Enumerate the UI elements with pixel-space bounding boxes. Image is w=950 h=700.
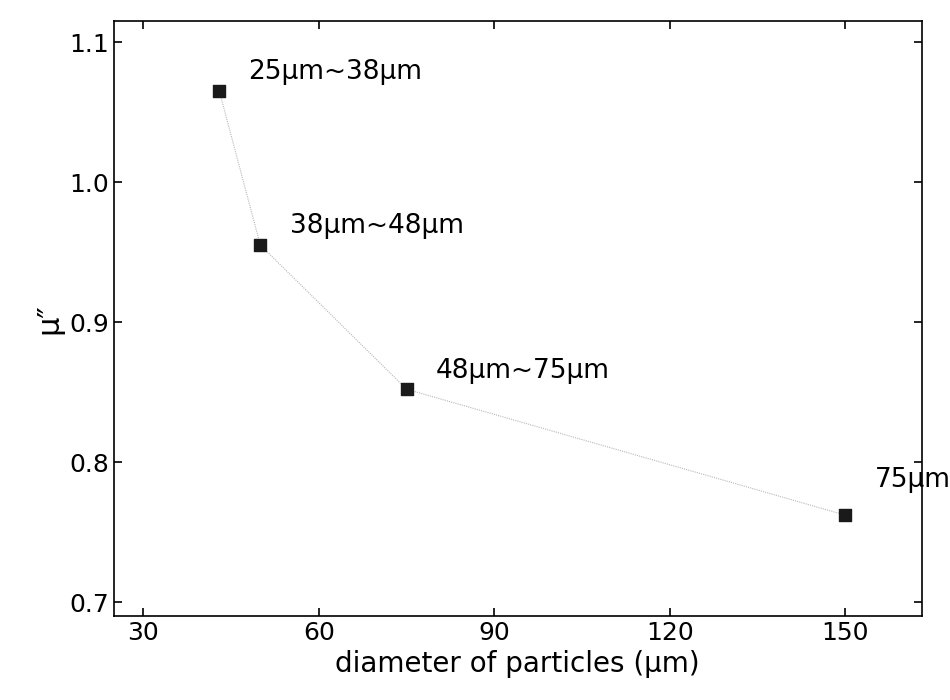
Text: 38μm~48μm: 38μm~48μm bbox=[290, 214, 464, 239]
Point bbox=[399, 384, 414, 395]
X-axis label: diameter of particles (μm): diameter of particles (μm) bbox=[335, 650, 700, 678]
Text: 25μm~38μm: 25μm~38μm bbox=[249, 60, 423, 85]
Text: 48μm~75μm: 48μm~75μm bbox=[436, 358, 610, 384]
Y-axis label: μ″: μ″ bbox=[35, 303, 64, 334]
Point bbox=[253, 239, 268, 251]
Point bbox=[838, 510, 853, 521]
Point bbox=[212, 85, 227, 97]
Text: 75μm~150μm: 75μm~150μm bbox=[875, 467, 950, 493]
